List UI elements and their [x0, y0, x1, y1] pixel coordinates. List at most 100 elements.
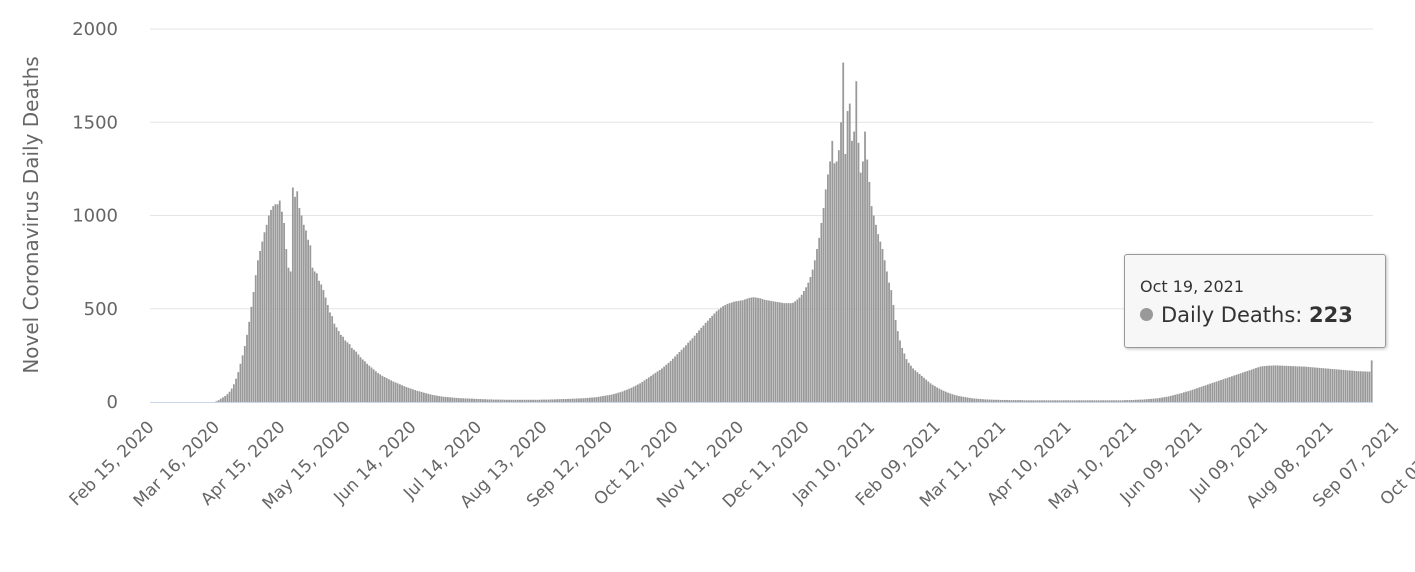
bar[interactable]	[488, 399, 491, 402]
bar[interactable]	[370, 367, 373, 403]
bar[interactable]	[409, 388, 412, 402]
bar[interactable]	[693, 335, 696, 402]
bar[interactable]	[427, 393, 430, 402]
bar[interactable]	[661, 368, 663, 402]
bar[interactable]	[652, 374, 655, 402]
bar[interactable]	[1006, 399, 1008, 402]
bar[interactable]	[512, 399, 515, 402]
bar[interactable]	[1209, 383, 1211, 402]
bar[interactable]	[1041, 400, 1043, 402]
bar[interactable]	[892, 305, 895, 402]
bar[interactable]	[671, 358, 674, 402]
bar[interactable]	[890, 290, 893, 402]
bar[interactable]	[783, 303, 786, 402]
bar[interactable]	[573, 398, 576, 402]
bar[interactable]	[1366, 371, 1369, 402]
bar[interactable]	[1176, 394, 1179, 402]
bar[interactable]	[481, 399, 484, 402]
bar[interactable]	[1073, 400, 1076, 402]
bar[interactable]	[912, 368, 914, 402]
bar[interactable]	[1309, 367, 1312, 402]
bar[interactable]	[477, 399, 480, 402]
bar[interactable]	[523, 399, 526, 402]
bar[interactable]	[366, 363, 368, 402]
bar[interactable]	[802, 291, 805, 402]
bar[interactable]	[1075, 400, 1078, 402]
bar[interactable]	[580, 398, 583, 402]
bar[interactable]	[447, 397, 449, 402]
bar[interactable]	[556, 399, 558, 402]
bar[interactable]	[776, 302, 779, 402]
bar[interactable]	[1084, 400, 1087, 402]
bar[interactable]	[1324, 368, 1327, 402]
bar[interactable]	[877, 234, 880, 402]
bar[interactable]	[265, 224, 268, 402]
bar[interactable]	[237, 372, 240, 402]
bar[interactable]	[374, 371, 377, 402]
bar[interactable]	[735, 301, 738, 402]
bar[interactable]	[726, 303, 729, 402]
bar[interactable]	[1316, 367, 1319, 402]
bar[interactable]	[944, 391, 947, 402]
bar[interactable]	[733, 301, 735, 402]
bar[interactable]	[412, 389, 414, 402]
bar[interactable]	[1259, 366, 1262, 402]
bar[interactable]	[440, 396, 443, 402]
bar[interactable]	[1158, 397, 1161, 402]
bar[interactable]	[1355, 371, 1358, 402]
bar[interactable]	[995, 399, 997, 402]
bar[interactable]	[1200, 386, 1203, 402]
bar[interactable]	[228, 391, 231, 402]
bar[interactable]	[781, 302, 783, 402]
bar[interactable]	[313, 271, 316, 402]
bar[interactable]	[263, 232, 266, 402]
bar[interactable]	[497, 399, 500, 402]
bar[interactable]	[975, 398, 978, 402]
bar[interactable]	[820, 222, 823, 402]
bar[interactable]	[1110, 400, 1113, 402]
bar[interactable]	[252, 291, 255, 402]
bar[interactable]	[346, 342, 349, 402]
bar[interactable]	[1132, 399, 1135, 402]
bar[interactable]	[1001, 399, 1004, 402]
bar[interactable]	[1351, 370, 1353, 402]
bar[interactable]	[377, 373, 379, 402]
bar[interactable]	[464, 398, 467, 402]
bar[interactable]	[1342, 369, 1345, 402]
bar[interactable]	[612, 393, 615, 402]
bar[interactable]	[578, 398, 580, 402]
bar[interactable]	[958, 396, 960, 402]
bar[interactable]	[1089, 400, 1091, 402]
bar[interactable]	[425, 393, 427, 402]
bar[interactable]	[1263, 366, 1266, 402]
bar[interactable]	[1167, 396, 1170, 402]
bar[interactable]	[394, 382, 397, 402]
bar[interactable]	[864, 131, 866, 402]
bar[interactable]	[1353, 370, 1356, 402]
bar[interactable]	[800, 294, 803, 402]
bar[interactable]	[606, 395, 609, 402]
bar[interactable]	[1300, 366, 1303, 402]
bar[interactable]	[1150, 398, 1153, 402]
bar[interactable]	[599, 396, 602, 402]
bar[interactable]	[910, 365, 912, 402]
bar[interactable]	[1106, 400, 1109, 402]
bar[interactable]	[449, 397, 451, 402]
bar[interactable]	[861, 161, 864, 402]
bar[interactable]	[595, 397, 598, 402]
bar[interactable]	[320, 284, 323, 403]
bar[interactable]	[549, 399, 552, 402]
bar[interactable]	[680, 349, 683, 402]
bar[interactable]	[486, 399, 489, 402]
bar[interactable]	[637, 384, 639, 402]
bar[interactable]	[916, 372, 919, 402]
bar[interactable]	[641, 381, 644, 402]
bar[interactable]	[309, 245, 312, 402]
bar[interactable]	[1095, 400, 1098, 402]
bar[interactable]	[1276, 365, 1279, 402]
bar[interactable]	[567, 398, 569, 402]
bar[interactable]	[619, 392, 622, 402]
bar[interactable]	[875, 224, 877, 402]
bar[interactable]	[381, 375, 384, 402]
bar[interactable]	[829, 161, 831, 402]
